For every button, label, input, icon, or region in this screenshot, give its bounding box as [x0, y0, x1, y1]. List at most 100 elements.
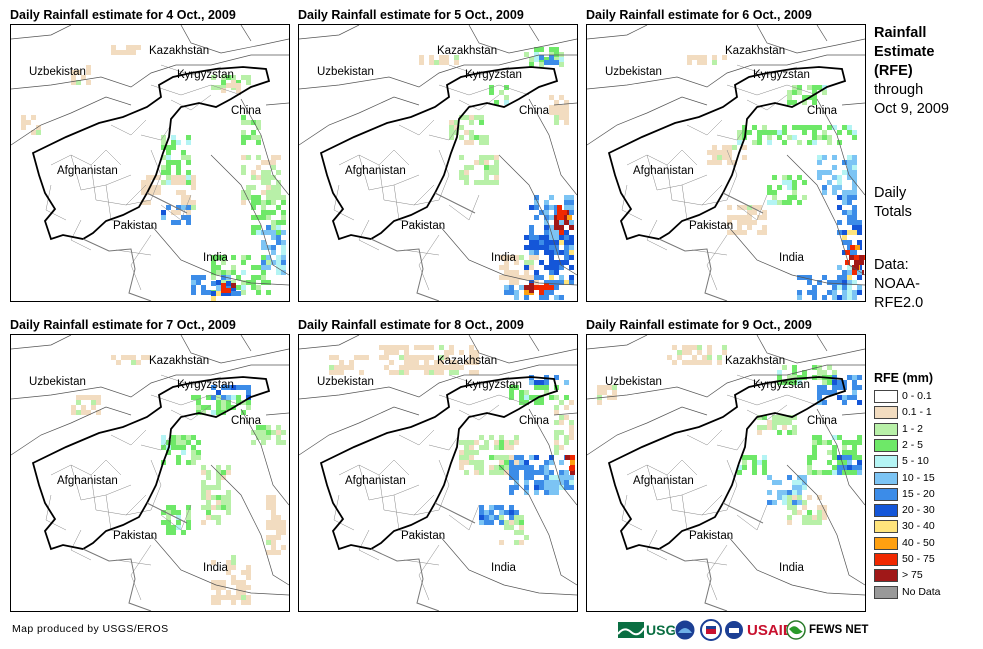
- rain-cell: [176, 520, 181, 525]
- rain-cell: [852, 180, 857, 185]
- rain-cell: [514, 290, 519, 295]
- rain-cell: [216, 600, 221, 605]
- rain-cell: [837, 395, 842, 400]
- rain-cell: [261, 255, 266, 260]
- rain-cell: [479, 180, 484, 185]
- rain-cell: [444, 355, 449, 360]
- rain-cell: [499, 470, 504, 475]
- rain-cell: [509, 525, 514, 530]
- rain-cell: [81, 405, 86, 410]
- rain-cell: [266, 550, 271, 555]
- rain-cell: [802, 485, 807, 490]
- noaa-logo: [674, 618, 696, 642]
- rain-cell: [276, 170, 281, 175]
- rain-cell: [742, 205, 747, 210]
- rain-cell: [817, 170, 822, 175]
- rain-cell: [504, 445, 509, 450]
- rain-cell: [211, 385, 216, 390]
- rain-cell: [246, 390, 251, 395]
- rain-cell: [544, 200, 549, 205]
- rain-cell: [181, 150, 186, 155]
- rain-cell: [529, 250, 534, 255]
- rain-cell: [817, 515, 822, 520]
- rain-cell: [847, 230, 852, 235]
- rain-cell: [842, 235, 847, 240]
- country-border: [210, 154, 289, 276]
- rain-cell: [266, 280, 271, 285]
- rain-cell: [444, 365, 449, 370]
- admin-boundary: [50, 459, 122, 476]
- rain-cell: [181, 155, 186, 160]
- rain-cell: [439, 55, 444, 60]
- rain-cell: [251, 280, 256, 285]
- rain-cell: [702, 360, 707, 365]
- rain-cell: [334, 355, 339, 360]
- rain-cell: [832, 445, 837, 450]
- rain-cell: [181, 200, 186, 205]
- rain-cell: [539, 210, 544, 215]
- rain-cell: [216, 280, 221, 285]
- map-label-kazakhstan: Kazakhstan: [725, 355, 786, 367]
- rain-cell: [534, 480, 539, 485]
- rain-cell: [71, 70, 76, 75]
- rain-cell: [236, 80, 241, 85]
- rain-cell: [564, 250, 569, 255]
- rain-cell: [261, 260, 266, 265]
- rain-cell: [857, 455, 862, 460]
- rain-cell: [241, 585, 246, 590]
- rain-cell: [379, 355, 384, 360]
- rain-cell: [847, 220, 852, 225]
- rain-cell: [782, 175, 787, 180]
- rain-cell: [559, 240, 564, 245]
- rain-cell: [757, 430, 762, 435]
- rain-cell: [266, 535, 271, 540]
- sidebar-title: Rainfall Estimate (RFE) through Oct 9, 2…: [874, 24, 949, 119]
- legend-label: 5 - 10: [902, 455, 929, 468]
- rain-cell: [802, 195, 807, 200]
- map-label-pakistan: Pakistan: [113, 220, 158, 232]
- rain-cell: [464, 130, 469, 135]
- rain-cell: [384, 355, 389, 360]
- rain-cell: [792, 485, 797, 490]
- rain-cell: [509, 520, 514, 525]
- rain-cell: [842, 400, 847, 405]
- rain-cell: [544, 205, 549, 210]
- rain-cell: [271, 250, 276, 255]
- rain-cell: [792, 135, 797, 140]
- rain-cell: [857, 435, 862, 440]
- rain-cell: [807, 140, 812, 145]
- rain-cell: [479, 510, 484, 515]
- rain-cell: [797, 295, 802, 300]
- rain-cell: [276, 220, 281, 225]
- rain-cell: [196, 275, 201, 280]
- rain-cell: [454, 120, 459, 125]
- rain-cell: [737, 220, 742, 225]
- rain-cell: [852, 465, 857, 470]
- rain-cell: [792, 415, 797, 420]
- rain-cell: [767, 135, 772, 140]
- rain-cell: [489, 155, 494, 160]
- rain-cell: [845, 260, 850, 265]
- rain-cell: [499, 90, 504, 95]
- legend-label: 10 - 15: [902, 471, 935, 484]
- rain-cell: [329, 355, 334, 360]
- rain-cell: [479, 460, 484, 465]
- rain-cell: [524, 475, 529, 480]
- rain-cell: [822, 510, 827, 515]
- rain-cell: [474, 465, 479, 470]
- rain-cell: [489, 470, 494, 475]
- rain-cell: [529, 265, 534, 270]
- rain-cell: [454, 130, 459, 135]
- rain-cell: [757, 205, 762, 210]
- rain-cell: [176, 440, 181, 445]
- rain-cell: [211, 255, 216, 260]
- rain-cell: [479, 135, 484, 140]
- country-border: [528, 98, 577, 196]
- rain-cell: [569, 225, 574, 230]
- rain-cell: [201, 490, 206, 495]
- rain-cell: [822, 155, 827, 160]
- rain-cell: [842, 465, 847, 470]
- rain-cell: [742, 155, 747, 160]
- rain-cell: [559, 295, 564, 300]
- rain-cell: [747, 455, 752, 460]
